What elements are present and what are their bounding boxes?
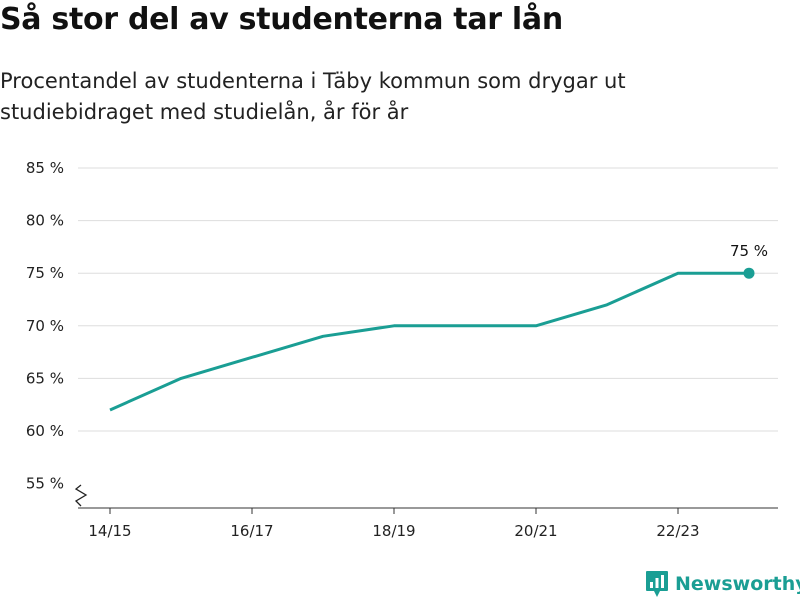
- y-tick-label: 80 %: [26, 212, 64, 230]
- series-line: [109, 271, 749, 412]
- y-tick-label: 60 %: [26, 422, 64, 440]
- x-tick-label: 16/17: [230, 522, 273, 540]
- gridlines: [78, 167, 778, 432]
- x-axis-ticks: 14/15 16/17 18/19 20/21 22/23: [88, 508, 700, 540]
- last-point-label: 75 %: [730, 242, 768, 260]
- chart-title: Så stor del av studenterna tar lån: [0, 2, 563, 37]
- x-tick-label: 18/19: [372, 522, 415, 540]
- y-tick-label: 55 %: [26, 475, 64, 493]
- series-points: [743, 267, 755, 279]
- chart-subtitle: Procentandel av studenterna i Täby kommu…: [0, 69, 626, 124]
- newsworthy-logo: Newsworthy: [645, 570, 800, 598]
- newsworthy-logo-icon: [646, 571, 668, 597]
- x-tick-label: 22/23: [656, 522, 699, 540]
- y-tick-label: 65 %: [26, 369, 64, 387]
- x-tick-label: 20/21: [514, 522, 557, 540]
- x-tick-label: 14/15: [88, 522, 131, 540]
- brand-name: Newsworthy: [675, 573, 800, 595]
- y-tick-label: 75 %: [26, 264, 64, 282]
- y-axis-ticks: 55 % 60 % 65 % 70 % 75 % 80 % 85 %: [26, 159, 64, 493]
- last-data-point: [743, 267, 755, 279]
- y-axis-break-icon: [74, 484, 88, 507]
- y-tick-label: 85 %: [26, 159, 64, 177]
- y-tick-label: 70 %: [26, 317, 64, 335]
